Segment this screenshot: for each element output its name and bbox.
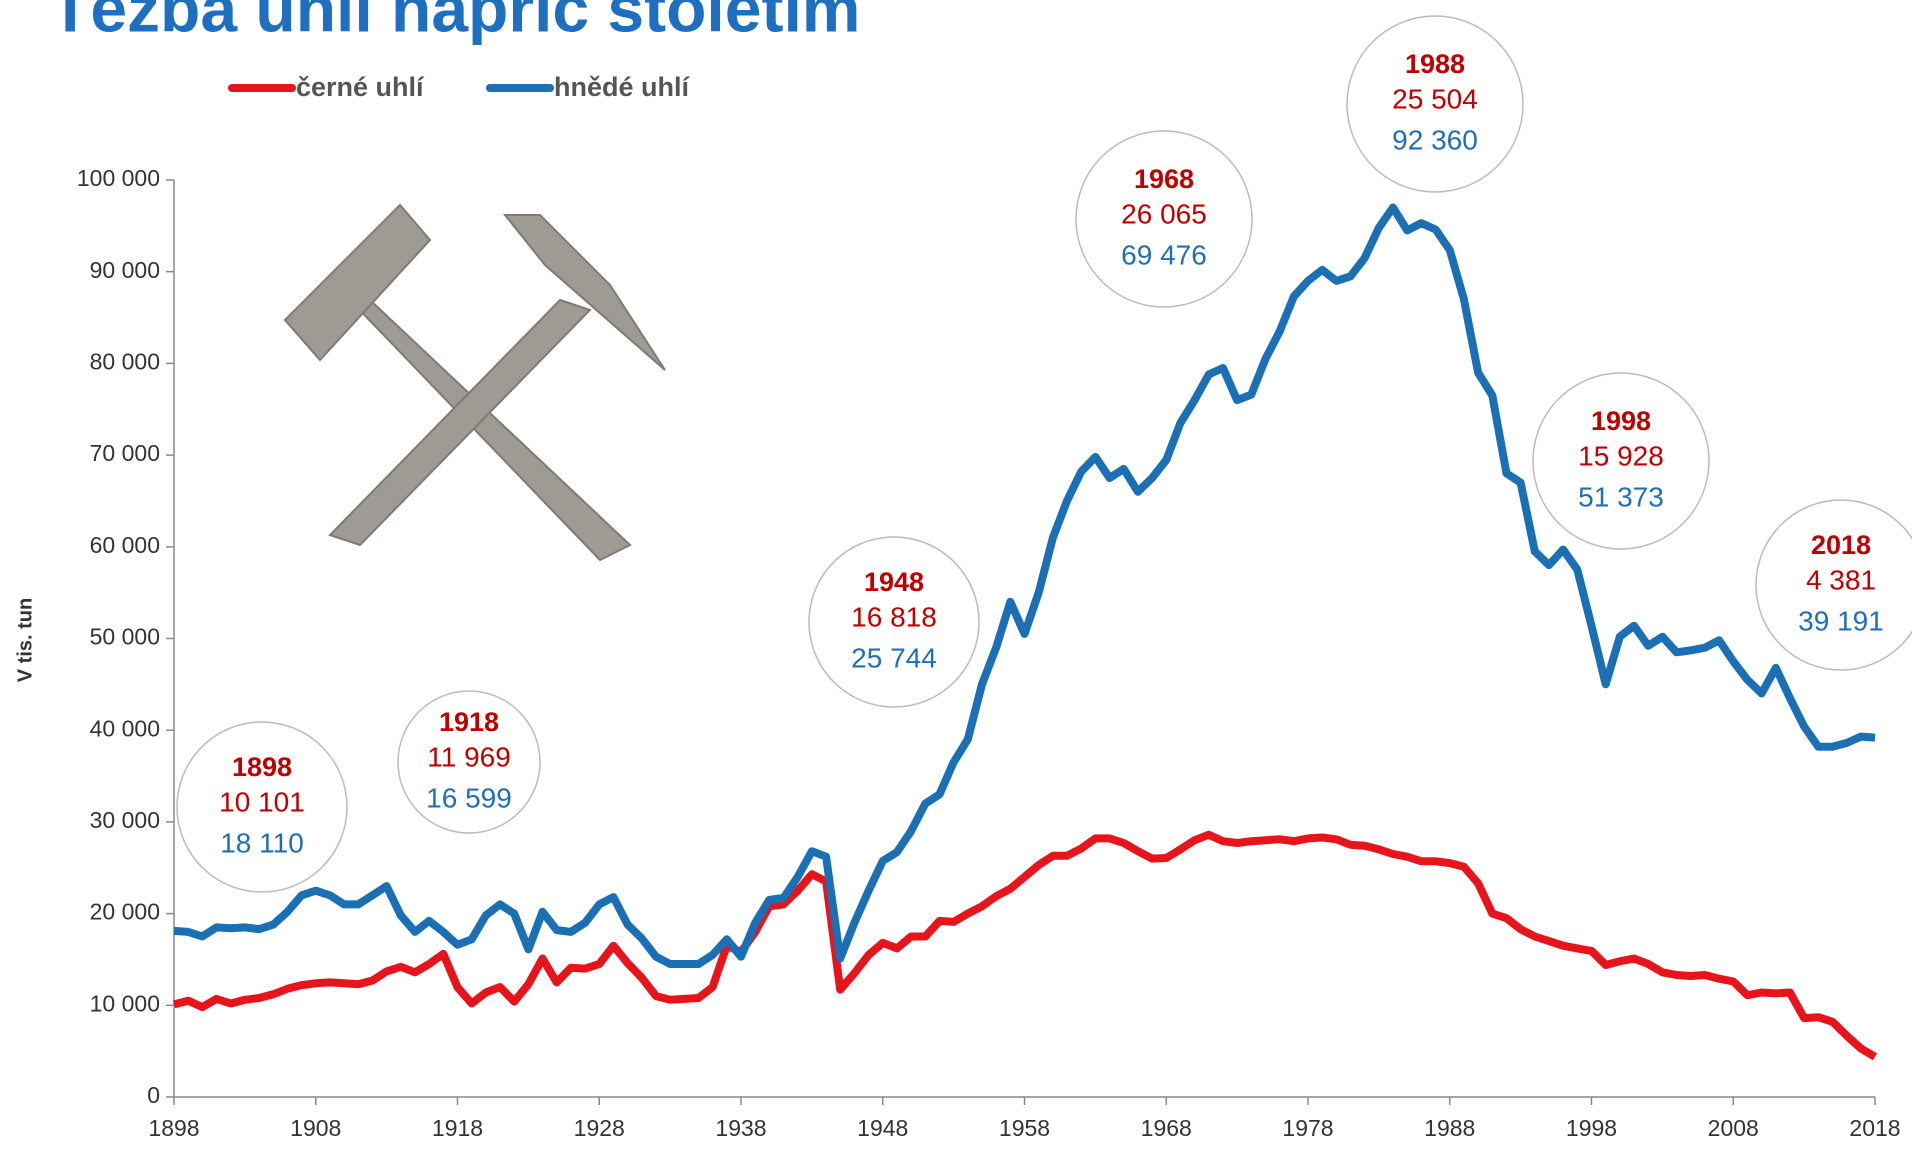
hammers-icon (285, 205, 665, 560)
series-line (174, 208, 1875, 965)
x-tick-label: 1928 (574, 1115, 625, 1141)
annotation-year: 1898 (232, 752, 292, 782)
y-tick-label: 100 000 (77, 165, 160, 191)
y-tick-label: 0 (147, 1082, 160, 1108)
y-tick-label: 50 000 (90, 624, 160, 650)
x-tick-label: 1948 (857, 1115, 908, 1141)
annotation-brown: 69 476 (1121, 239, 1207, 270)
annotation-black: 10 101 (219, 786, 305, 817)
x-tick-label: 1908 (290, 1115, 341, 1141)
y-tick-label: 60 000 (90, 532, 160, 558)
y-tick-label: 20 000 (90, 899, 160, 925)
x-tick-label: 1998 (1566, 1115, 1617, 1141)
x-tick-label: 2018 (1849, 1115, 1900, 1141)
annotation-year: 1948 (864, 567, 924, 597)
x-tick-label: 1898 (148, 1115, 199, 1141)
annotation-brown: 25 744 (851, 642, 937, 673)
x-tick-label: 1978 (1282, 1115, 1333, 1141)
legend-label: hnědé uhlí (554, 72, 690, 102)
x-tick-label: 1938 (715, 1115, 766, 1141)
x-tick-label: 1988 (1424, 1115, 1475, 1141)
annotation-brown: 51 373 (1578, 481, 1664, 512)
legend-label: černé uhlí (296, 72, 425, 102)
y-tick-label: 70 000 (90, 440, 160, 466)
annotation-brown: 39 191 (1798, 605, 1884, 636)
annotation-black: 16 818 (851, 601, 937, 632)
annotation-year: 1988 (1405, 49, 1465, 79)
page: {"chart_data":{"type":"line","title":"Tě… (0, 0, 1912, 1149)
y-tick-label: 90 000 (90, 257, 160, 283)
annotation-black: 4 381 (1806, 564, 1876, 595)
x-tick-label: 2008 (1708, 1115, 1759, 1141)
x-tick-label: 1958 (999, 1115, 1050, 1141)
annotation-year: 1968 (1134, 164, 1194, 194)
x-tick-label: 1918 (432, 1115, 483, 1141)
y-tick-label: 30 000 (90, 807, 160, 833)
annotation-black: 26 065 (1121, 198, 1207, 229)
annotation-black: 25 504 (1392, 83, 1478, 114)
annotation-brown: 18 110 (220, 827, 304, 858)
annotation-black: 11 969 (427, 741, 511, 772)
y-tick-label: 80 000 (90, 348, 160, 374)
y-tick-label: 40 000 (90, 715, 160, 741)
annotation-brown: 92 360 (1392, 124, 1478, 155)
y-axis-label: V tis. tun (14, 598, 36, 682)
series-line (174, 835, 1875, 1057)
chart-title: Těžba uhlí napříč stoletím (50, 0, 860, 45)
annotation-black: 15 928 (1578, 440, 1664, 471)
y-tick-label: 10 000 (90, 990, 160, 1016)
x-tick-label: 1968 (1141, 1115, 1192, 1141)
annotation-brown: 16 599 (426, 782, 512, 813)
chart: Těžba uhlí napříč stoletím V tis. tun 0 1… (0, 0, 1912, 1149)
annotation-year: 1918 (439, 707, 499, 737)
annotation-year: 2018 (1811, 530, 1871, 560)
annotation-year: 1998 (1591, 406, 1651, 436)
